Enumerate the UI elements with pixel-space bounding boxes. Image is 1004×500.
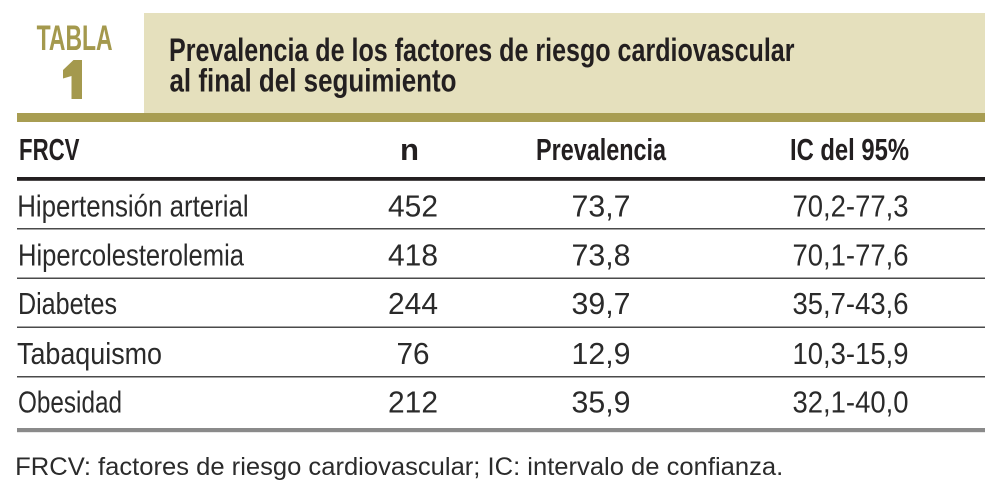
svg-text:212: 212 [388, 384, 438, 419]
svg-text:73,8: 73,8 [572, 237, 631, 272]
svg-text:Prevalencia: Prevalencia [536, 132, 667, 167]
svg-text:al final del seguimiento: al final del seguimiento [170, 63, 457, 99]
svg-text:70,2-77,3: 70,2-77,3 [793, 188, 909, 223]
svg-text:Tabaquismo: Tabaquismo [17, 336, 162, 371]
svg-text:FRCV: FRCV [19, 132, 80, 167]
svg-text:418: 418 [388, 237, 438, 272]
svg-text:n: n [400, 132, 419, 167]
svg-text:73,7: 73,7 [572, 188, 631, 223]
svg-text:70,1-77,6: 70,1-77,6 [793, 237, 909, 272]
svg-text:35,9: 35,9 [572, 384, 631, 419]
svg-text:32,1-40,0: 32,1-40,0 [793, 384, 909, 419]
svg-text:10,3-15,9: 10,3-15,9 [793, 336, 909, 371]
svg-text:Hipertensión arterial: Hipertensión arterial [17, 188, 249, 223]
svg-text:Obesidad: Obesidad [18, 384, 122, 419]
svg-text:76: 76 [397, 336, 430, 371]
svg-text:39,7: 39,7 [572, 286, 631, 321]
svg-text:Diabetes: Diabetes [18, 286, 117, 321]
svg-text:244: 244 [388, 286, 438, 321]
svg-text:12,9: 12,9 [572, 336, 631, 371]
svg-text:35,7-43,6: 35,7-43,6 [793, 286, 909, 321]
svg-text:452: 452 [388, 188, 438, 223]
svg-text:IC del 95%: IC del 95% [790, 132, 909, 167]
svg-text:FRCV: factores de riesgo cardi: FRCV: factores de riesgo cardiovascular;… [15, 453, 783, 481]
svg-text:TABLA: TABLA [37, 19, 113, 58]
svg-text:Hipercolesterolemia: Hipercolesterolemia [18, 237, 245, 272]
svg-text:Prevalencia de los factores de: Prevalencia de los factores de riesgo ca… [169, 32, 795, 68]
